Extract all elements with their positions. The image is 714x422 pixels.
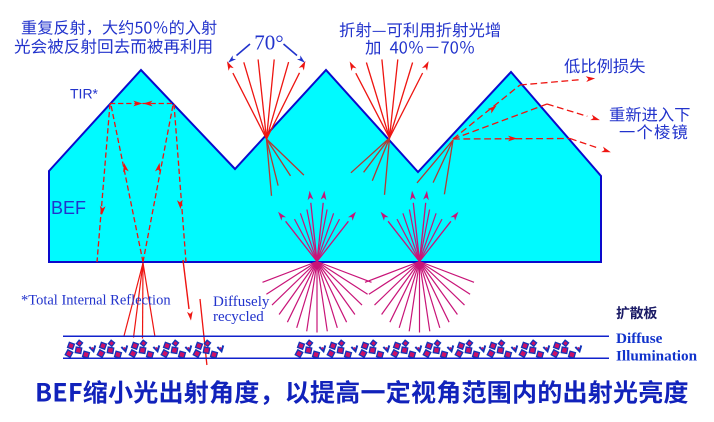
svg-text:Illumination: Illumination (616, 348, 698, 365)
svg-text:*Total Internal Reflection: *Total Internal Reflection (21, 293, 171, 309)
svg-text:Diffuse: Diffuse (616, 330, 663, 347)
svg-text:Diffusely: Diffusely (213, 294, 270, 310)
svg-text:TIR*: TIR* (70, 86, 99, 102)
svg-text:BEF: BEF (51, 198, 86, 218)
svg-text:recycled: recycled (213, 309, 264, 325)
svg-text:70°: 70° (254, 31, 283, 55)
